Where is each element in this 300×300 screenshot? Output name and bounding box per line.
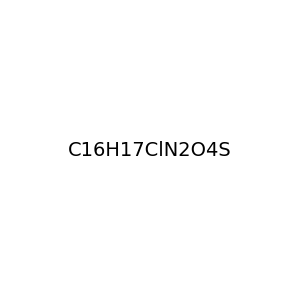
Text: C16H17ClN2O4S: C16H17ClN2O4S: [68, 140, 232, 160]
